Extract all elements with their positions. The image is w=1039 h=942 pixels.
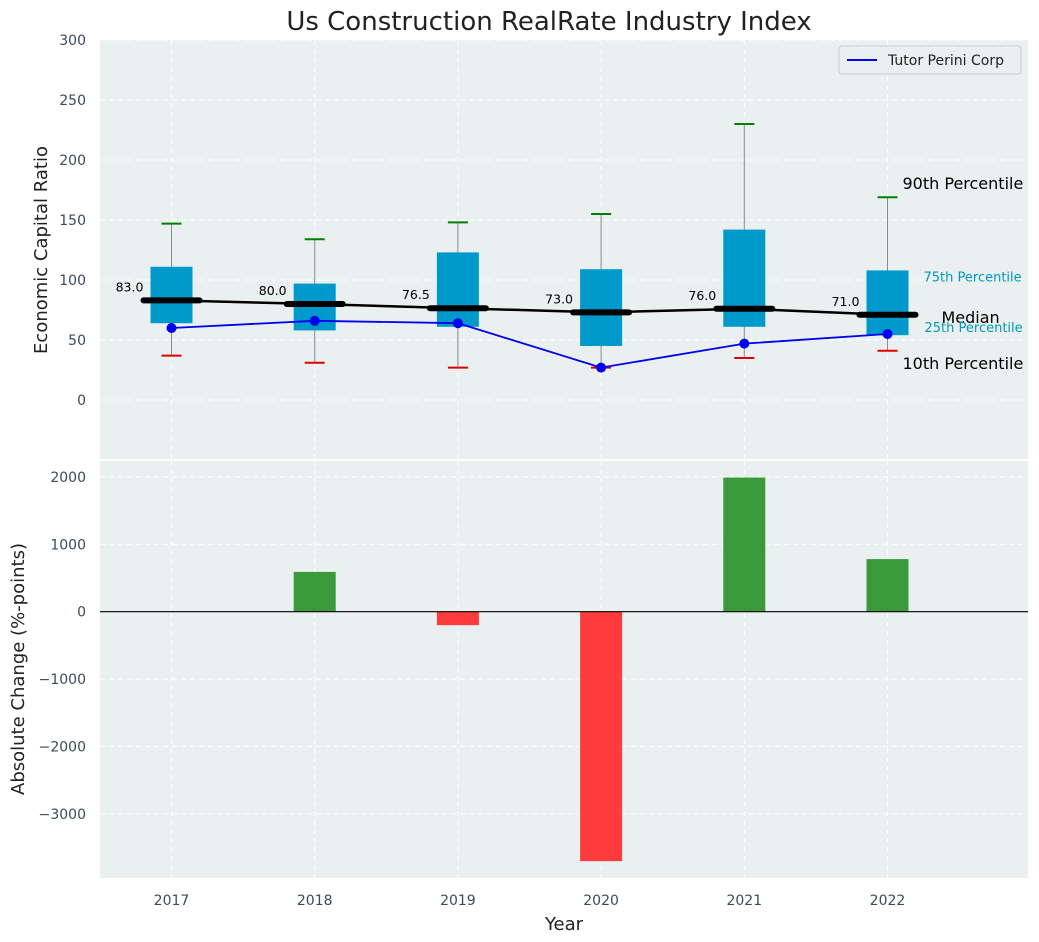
- change-bar-2022: [866, 559, 909, 612]
- chart-title: Us Construction RealRate Industry Index: [286, 7, 811, 37]
- company-point-2020: [596, 362, 607, 373]
- x-axis-label: Year: [544, 914, 584, 935]
- company-series-group: [166, 315, 893, 373]
- top-y-tick: 0: [77, 393, 86, 409]
- bottom-y-tick-labels: −3000 −2000 −1000 0 1000 2000: [39, 470, 86, 823]
- legend-frame: [838, 45, 1022, 75]
- median-annotation: Median: [942, 308, 1000, 327]
- top-y-tick: 50: [68, 333, 86, 349]
- x-tick-2018: 2018: [297, 893, 333, 909]
- company-point-2022: [882, 329, 893, 339]
- top-y-tick: 300: [59, 33, 86, 49]
- median-value-label: 76.0: [688, 288, 716, 303]
- p25-annotation: 25th Percentile: [925, 321, 1023, 336]
- median-value-label: 80.0: [259, 283, 287, 298]
- bottom-y-tick: −2000: [39, 740, 86, 756]
- p75-annotation: 75th Percentile: [924, 270, 1022, 285]
- change-bar-2019: [436, 611, 479, 626]
- top-y-tick: 200: [59, 153, 86, 169]
- change-bar-2020: [580, 611, 623, 862]
- x-tick-2019: 2019: [440, 893, 476, 909]
- median-value-label: 73.0: [545, 291, 573, 306]
- bottom-y-tick: 2000: [50, 470, 86, 486]
- company-line: [171, 319, 888, 369]
- x-tick-2020: 2020: [583, 893, 619, 909]
- median-value-label: 83.0: [116, 279, 144, 294]
- company-point-2021: [739, 338, 750, 349]
- bottom-y-tick: −3000: [39, 807, 86, 823]
- company-point-2018: [309, 315, 320, 326]
- iqr-box-2021: [723, 229, 766, 327]
- x-tick-labels: 2017 2018 2019 2020 2021 2022: [154, 893, 906, 909]
- bar-group: [293, 477, 909, 862]
- iqr-box-2022: [866, 270, 909, 336]
- x-tick-2017: 2017: [154, 893, 190, 909]
- median-value-label: 76.5: [402, 287, 430, 302]
- bottom-y-tick: 0: [77, 605, 86, 621]
- change-bar-2021: [723, 477, 766, 612]
- legend-label: Tutor Perini Corp: [887, 53, 1004, 69]
- top-y-tick: 250: [59, 93, 86, 109]
- iqr-box-2020: [580, 269, 623, 346]
- iqr-box-2019: [436, 252, 479, 327]
- top-y-axis-label: Economic Capital Ratio: [31, 146, 52, 354]
- bottom-y-tick: 1000: [50, 537, 86, 553]
- top-y-tick-labels: 0 50 100 150 200 250 300: [59, 33, 86, 409]
- bottom-y-tick: −1000: [39, 672, 86, 688]
- company-point-2017: [166, 323, 177, 333]
- top-y-tick: 100: [59, 273, 86, 289]
- top-y-tick: 150: [59, 213, 86, 229]
- p10-annotation: 10th Percentile: [903, 354, 1024, 373]
- x-tick-2021: 2021: [726, 893, 762, 909]
- bottom-plot-area: [100, 460, 1028, 878]
- legend: Tutor Perini Corp: [838, 45, 1022, 75]
- median-value-label: 71.0: [832, 294, 860, 309]
- iqr-box-2017: [150, 266, 193, 324]
- company-point-2019: [452, 318, 463, 329]
- bottom-y-axis-label: Absolute Change (%-points): [8, 543, 29, 795]
- p90-annotation: 90th Percentile: [903, 174, 1024, 193]
- change-bar-2018: [293, 571, 336, 612]
- x-tick-2022: 2022: [870, 893, 906, 909]
- top-plot-area: [100, 40, 1028, 460]
- percentile-annotations: 90th Percentile 75th Percentile Median25th…: [903, 174, 1024, 373]
